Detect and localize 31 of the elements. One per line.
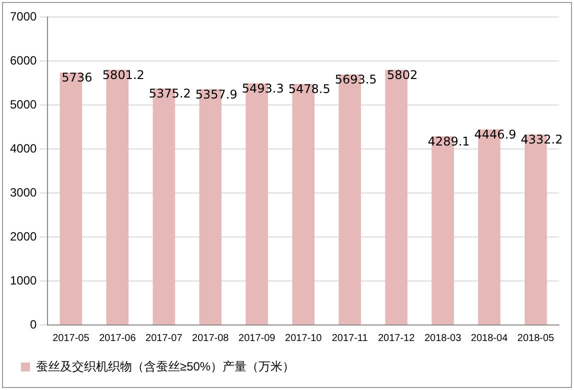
x-tick-label: 2017-08 [192,332,230,344]
data-label: 4332.2 [520,132,563,147]
data-label: 5802 [387,68,418,82]
data-label: 5478.5 [288,82,330,96]
x-tick-label: 2017-05 [52,332,90,344]
legend-label: 蚕丝及交织机织物（含蚕丝≥50%）产量（万米） [36,359,295,374]
data-label: 5801.2 [102,68,144,82]
data-label: 4289.1 [428,134,470,148]
x-tick-label: 2018-04 [470,332,508,344]
data-label: 4446.9 [474,127,516,142]
data-label: 5357.9 [195,87,238,102]
y-tick-label: 3000 [10,185,38,200]
data-label: 5736 [62,70,92,85]
y-tick-label: 2000 [10,229,38,244]
x-tick-label: 2017-12 [378,332,416,344]
y-tick-label: 0 [30,317,38,332]
x-tick-label: 2017-11 [332,332,368,344]
data-label: 5693.5 [334,72,377,87]
y-tick-label: 5000 [10,97,38,112]
data-label: 5493.3 [242,81,284,96]
y-tick-label: 4000 [10,141,38,156]
y-tick-label: 7000 [10,9,38,24]
x-tick-label: 2018-05 [517,332,555,344]
data-label: 5375.2 [148,86,191,101]
y-tick-label: 1000 [10,273,38,288]
x-tick-label: 2017-07 [146,332,183,344]
x-tick-label: 2017-06 [99,332,136,344]
x-tick-label: 2017-10 [284,332,322,344]
x-tick-label: 2018-03 [424,332,462,344]
y-tick-label: 6000 [10,53,38,68]
x-tick-label: 2017-09 [238,332,276,344]
